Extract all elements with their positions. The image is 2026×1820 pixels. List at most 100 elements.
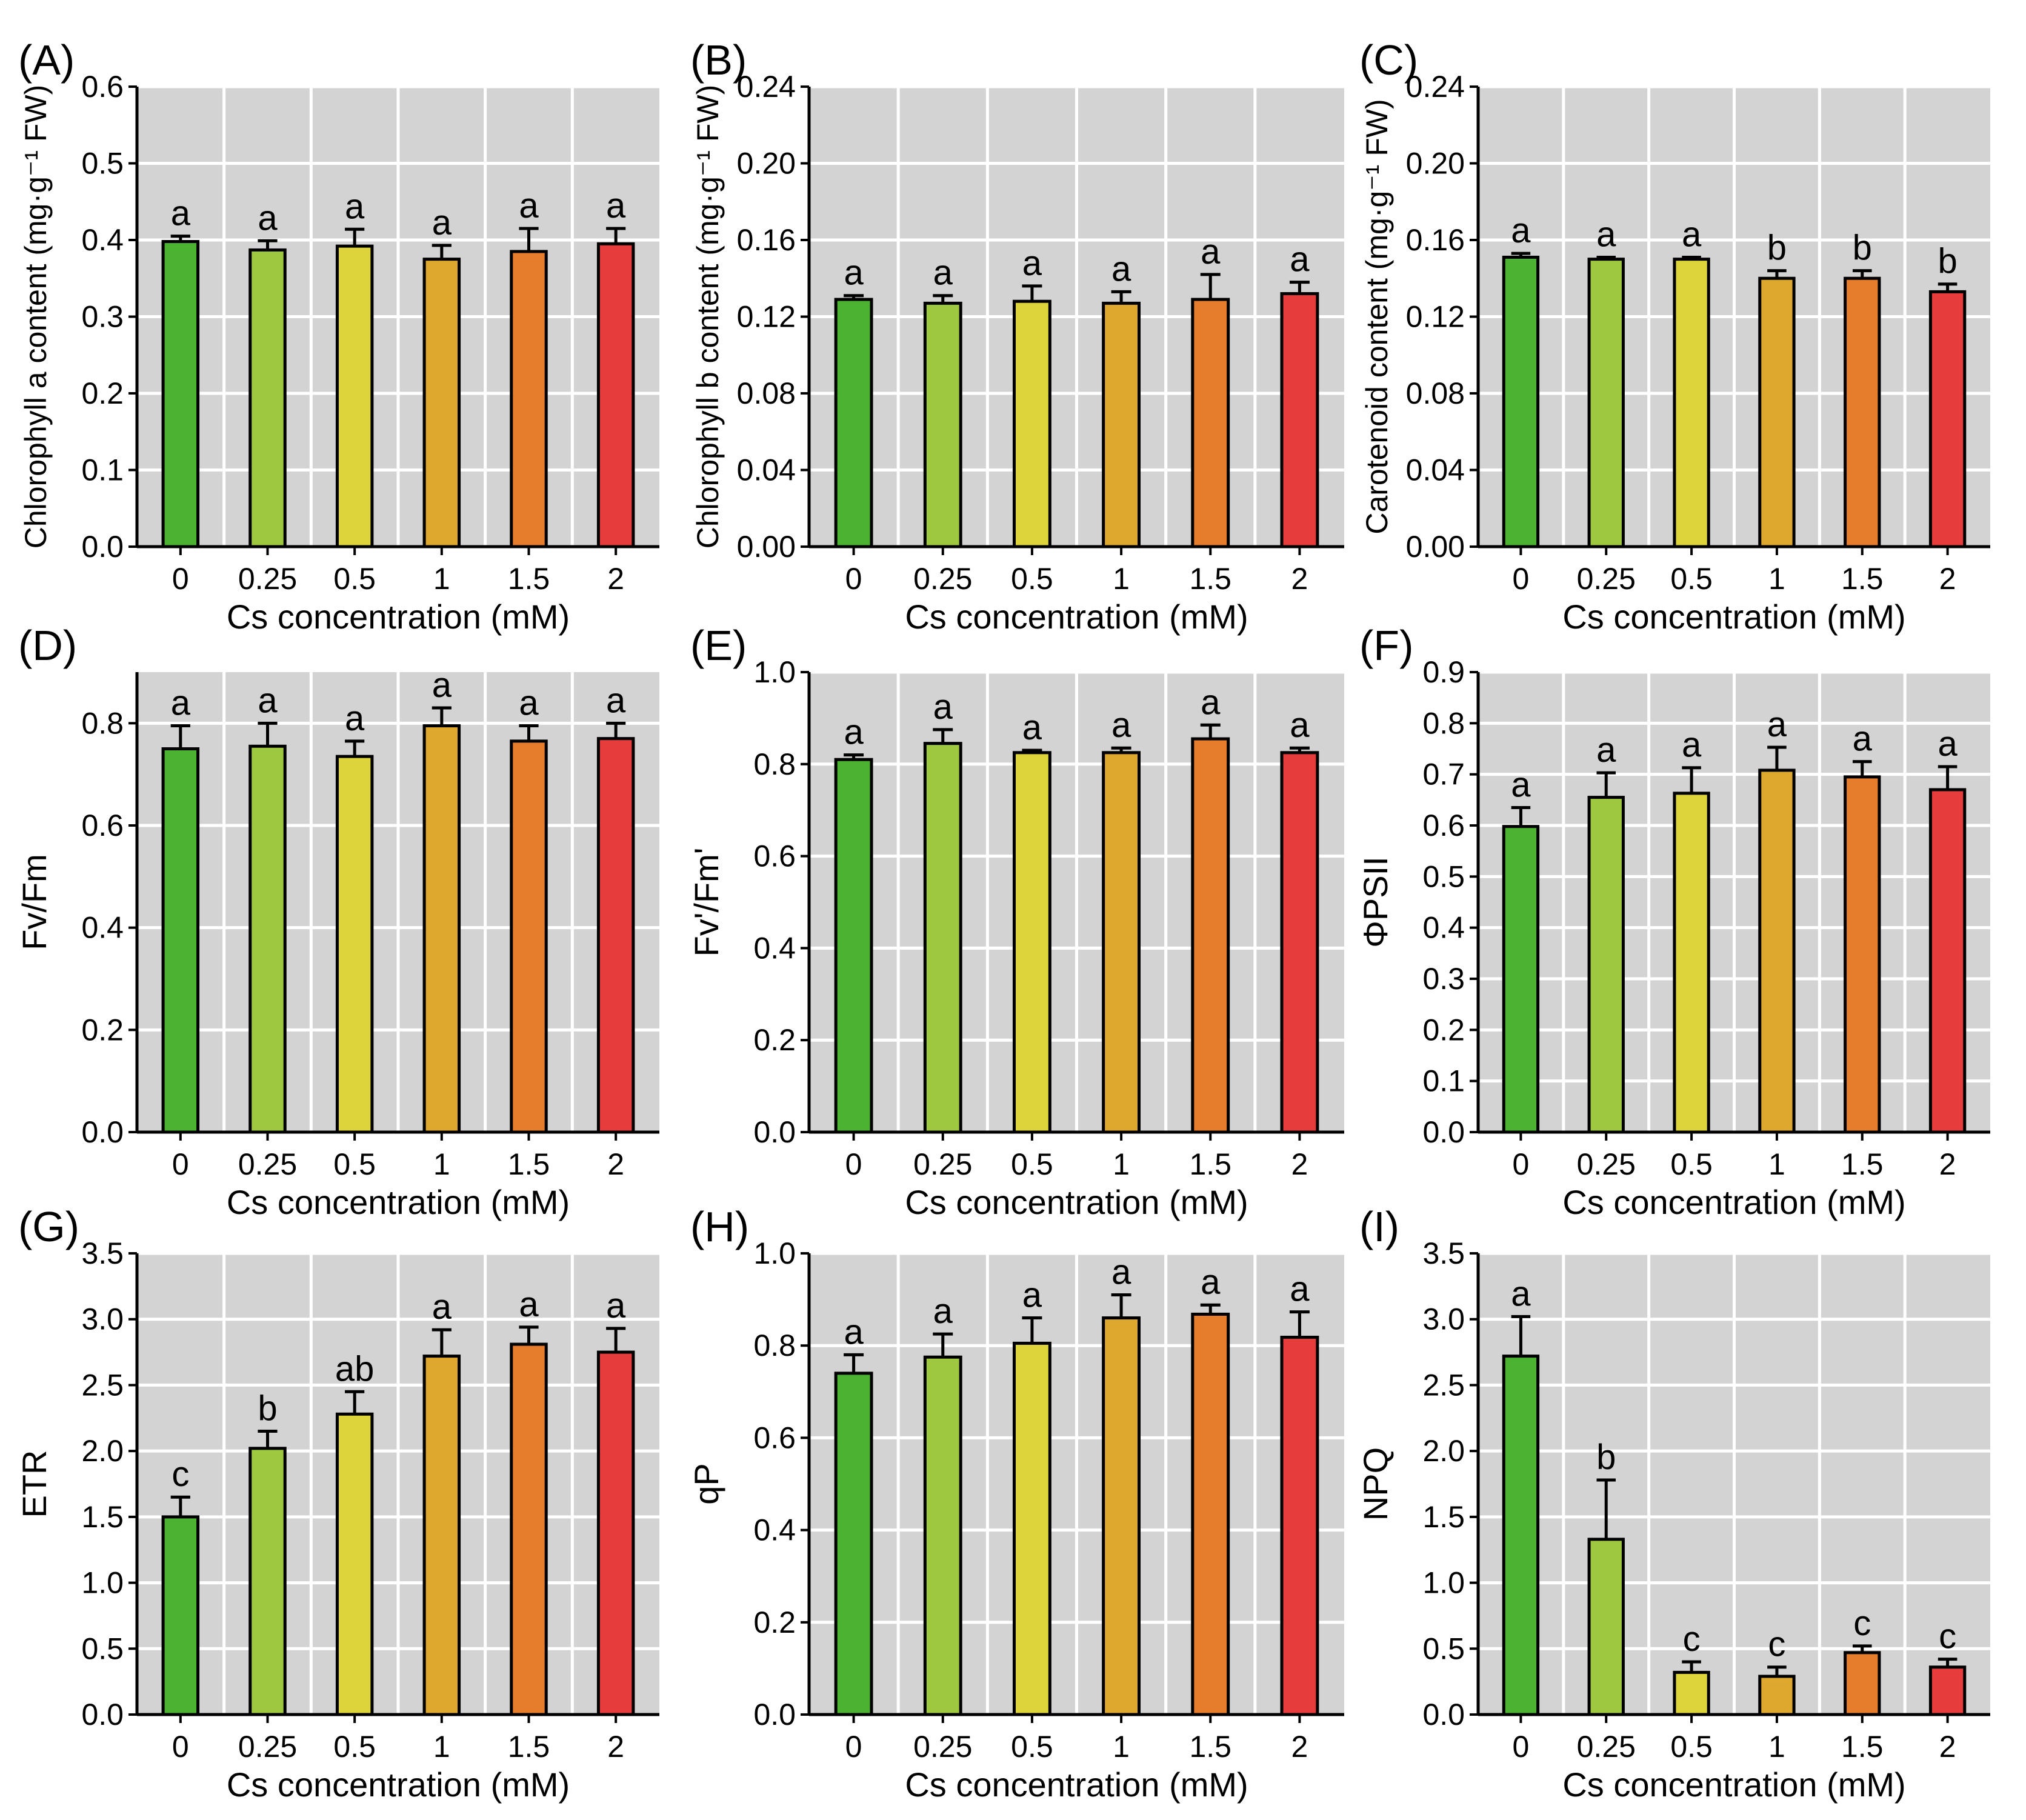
significance-letter: a [1682,725,1702,765]
y-tick-label: 0.6 [753,1421,796,1455]
x-tick-label: 1 [1113,562,1130,596]
bar [1012,751,1051,1134]
x-tick-label: 2 [1291,562,1308,596]
x-tick-label: 0 [1513,1147,1530,1181]
bar [422,724,461,1134]
x-tick-label: 0 [845,562,862,596]
significance-letter: a [933,253,953,293]
significance-letter: a [1767,705,1787,744]
y-tick-label: 0.0 [753,1698,796,1732]
y-tick-label: 0.08 [1406,376,1465,410]
x-tick-label: 2 [1291,1730,1308,1764]
significance-letter: a [432,665,452,705]
y-tick-label: 0.2 [1422,1013,1465,1047]
y-tick-label: 2.5 [1422,1368,1465,1402]
y-tick-label: 0.20 [1406,147,1465,181]
significance-letter: a [1938,724,1958,764]
bar [923,301,962,548]
significance-letter: b [1767,228,1787,268]
panel-i: 0.0 0.5 1.0 1.5 2.0 2.5 3.0 3.5 a 0 b 0.25 c 0.5 c 1 c 1.… [1356,1203,1990,1804]
y-tick-label: 0.0 [1422,1115,1465,1149]
bar [834,758,873,1134]
y-tick-label: 0.04 [1406,453,1465,487]
bar [1191,1312,1230,1716]
panel-label: (D) [18,622,77,669]
significance-letter: a [258,198,278,238]
bar [335,1412,374,1716]
x-tick-label: 0.5 [333,1730,376,1764]
significance-letter: a [1111,1252,1131,1292]
bar [1758,276,1796,548]
x-tick-label: 1 [1113,1147,1130,1181]
bar [161,1515,200,1716]
x-axis-title: Cs concentration (mM) [905,598,1248,636]
x-tick-label: 0 [845,1730,862,1764]
bar [923,742,962,1134]
panel-label: (B) [690,36,747,84]
bar [335,755,374,1134]
x-tick-label: 1.5 [1189,1730,1231,1764]
significance-letter: a [1022,1276,1042,1315]
x-tick-label: 0.5 [1011,562,1053,596]
x-tick-label: 0.5 [1011,1147,1053,1181]
significance-letter: a [606,1286,626,1325]
y-tick-label: 0.3 [1422,962,1465,996]
y-axis-title: Fv/Fm [15,854,53,950]
bar [923,1355,962,1716]
significance-letter: a [519,684,539,723]
x-tick-label: 0 [172,562,189,596]
x-tick-label: 0.5 [1670,1730,1713,1764]
bar [248,744,287,1134]
panel-a: 0.0 0.1 0.2 0.3 0.4 0.5 0.6 a 0 a 0.25 a 0.5 a 1 a 1.5 a 2… [18,36,659,636]
y-tick-label: 0.4 [81,911,124,945]
panel-label: (H) [690,1203,749,1250]
bar [161,240,200,548]
x-tick-label: 0.5 [333,562,376,596]
x-tick-label: 0.5 [1670,1147,1713,1181]
significance-letter: c [172,1455,189,1494]
significance-letter: c [1683,1619,1701,1659]
bar [1587,1538,1625,1716]
y-tick-label: 0.1 [81,453,124,487]
x-tick-label: 1 [1768,1147,1785,1181]
x-tick-label: 0.5 [1670,562,1713,596]
significance-letter: b [1938,242,1957,281]
bar [1844,276,1881,548]
significance-letter: a [1853,719,1873,759]
bar [596,1350,635,1716]
x-tick-label: 1 [433,562,450,596]
significance-letter: a [1201,232,1221,272]
y-tick-label: 0.12 [737,300,796,334]
bar [1673,792,1710,1134]
x-axis-title: Cs concentration (mM) [905,1765,1248,1804]
significance-letter: a [606,186,626,225]
bar [1587,258,1625,548]
panel-e: 0.0 0.2 0.4 0.6 0.8 1.0 a 0 a 0.25 a 0.5 a 1 a 1.5 a 2 Cs … [687,622,1344,1221]
x-axis-title: Cs concentration (mM) [227,1765,570,1804]
y-tick-label: 0.2 [81,1013,124,1047]
significance-letter: b [1596,1438,1616,1477]
x-tick-label: 0.25 [1577,562,1636,596]
bar [422,1355,461,1716]
x-tick-label: 0.25 [238,1730,297,1764]
y-tick-label: 0.00 [1406,530,1465,564]
y-axis-title: ETR [15,1450,53,1518]
bar [1502,255,1540,548]
bar [1102,301,1141,548]
x-tick-label: 2 [1939,1730,1956,1764]
x-tick-label: 1.5 [508,1730,550,1764]
panel-label: (C) [1359,36,1418,84]
y-tick-label: 2.0 [1422,1434,1465,1468]
x-tick-label: 2 [607,1147,624,1181]
significance-letter: a [1022,244,1042,283]
bar [510,1342,548,1716]
x-tick-label: 1.5 [1841,1730,1884,1764]
panel-d: 0.0 0.2 0.4 0.6 0.8 a 0 a 0.25 a 0.5 a 1 a 1.5 a 2 Cs con… [15,622,659,1221]
y-tick-label: 1.0 [1422,1566,1465,1600]
x-tick-label: 0.25 [238,1147,297,1181]
x-tick-label: 2 [607,1730,624,1764]
bar [1191,298,1230,548]
x-tick-label: 2 [1291,1147,1308,1181]
significance-letter: a [171,194,191,233]
y-tick-label: 0.5 [81,1632,124,1665]
